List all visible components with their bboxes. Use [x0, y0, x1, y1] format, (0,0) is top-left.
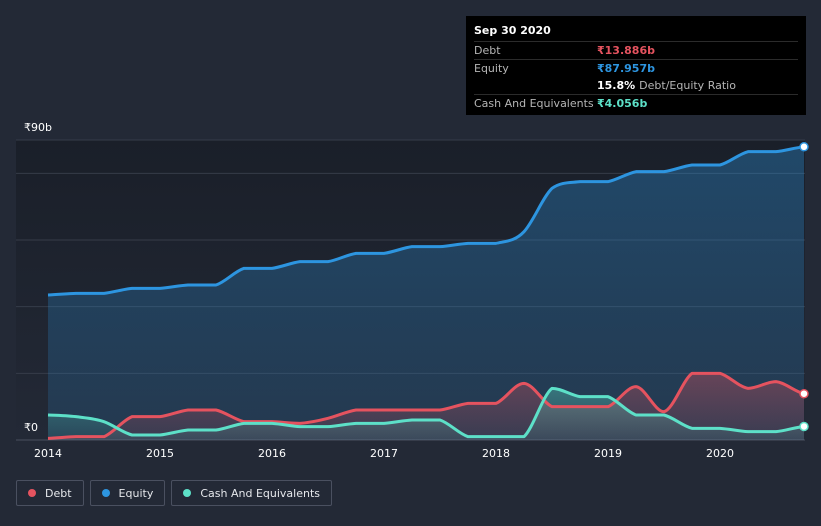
x-axis-labels: 2014 2015 2016 2017 2018 2019 2020: [34, 447, 734, 460]
legend-label-debt: Debt: [45, 486, 72, 500]
tooltip-row-debt: Debt ₹13.886b: [474, 41, 798, 59]
legend: Debt Equity Cash And Equivalents: [16, 480, 332, 506]
x-tick-label: 2018: [482, 447, 510, 460]
tooltip-equity-value: ₹87.957b: [597, 62, 655, 75]
legend-label-cash: Cash And Equivalents: [200, 486, 320, 500]
cash-end-point: [799, 421, 809, 432]
tooltip-date: Sep 30 2020: [474, 24, 551, 37]
x-tick-label: 2020: [706, 447, 734, 460]
tooltip: Sep 30 2020 Debt ₹13.886b Equity ₹87.957…: [466, 16, 806, 115]
y-tick-label: ₹90b: [24, 121, 52, 134]
legend-label-equity: Equity: [118, 486, 154, 500]
legend-item-cash[interactable]: Cash And Equivalents: [171, 480, 332, 506]
legend-item-debt[interactable]: Debt: [16, 480, 84, 506]
series-lines: [47, 145, 805, 440]
equity-end-point: [799, 142, 809, 152]
tooltip-debt-value: ₹13.886b: [597, 44, 655, 57]
tooltip-row-ratio: 15.8% Debt/Equity Ratio: [474, 77, 798, 94]
tooltip-row-cash: Cash And Equivalents ₹4.056b: [474, 94, 798, 112]
tooltip-equity-label: Equity: [474, 62, 509, 75]
tooltip-ratio-value: 15.8%: [597, 79, 636, 92]
series-end-markers: [799, 142, 809, 432]
tooltip-row-equity: Equity ₹87.957b: [474, 59, 798, 77]
cash-dot-icon: [183, 489, 192, 497]
cash-line: [47, 386, 805, 439]
equity-dot-icon: [101, 489, 110, 497]
tooltip-ratio-label: [474, 77, 597, 94]
tooltip-ratio-suffix: Debt/Equity Ratio: [639, 79, 736, 92]
y-axis-labels: ₹90b ₹0: [24, 121, 52, 434]
x-tick-label: 2015: [146, 447, 174, 460]
tooltip-cash-value: ₹4.056b: [597, 97, 648, 110]
equity-area: [48, 146, 804, 440]
debt-end-point: [799, 388, 809, 399]
tooltip-cash-label: Cash And Equivalents: [474, 97, 594, 110]
debt-dot-icon: [28, 489, 36, 497]
equity-line: [47, 145, 805, 297]
tooltip-debt-label: Debt: [474, 44, 501, 57]
y-tick-label: ₹0: [24, 421, 38, 434]
x-tick-label: 2017: [370, 447, 398, 460]
x-tick-label: 2014: [34, 447, 62, 460]
x-tick-label: 2016: [258, 447, 286, 460]
legend-item-equity[interactable]: Equity: [89, 480, 166, 506]
x-tick-label: 2019: [594, 447, 622, 460]
debt-line: [47, 371, 805, 440]
